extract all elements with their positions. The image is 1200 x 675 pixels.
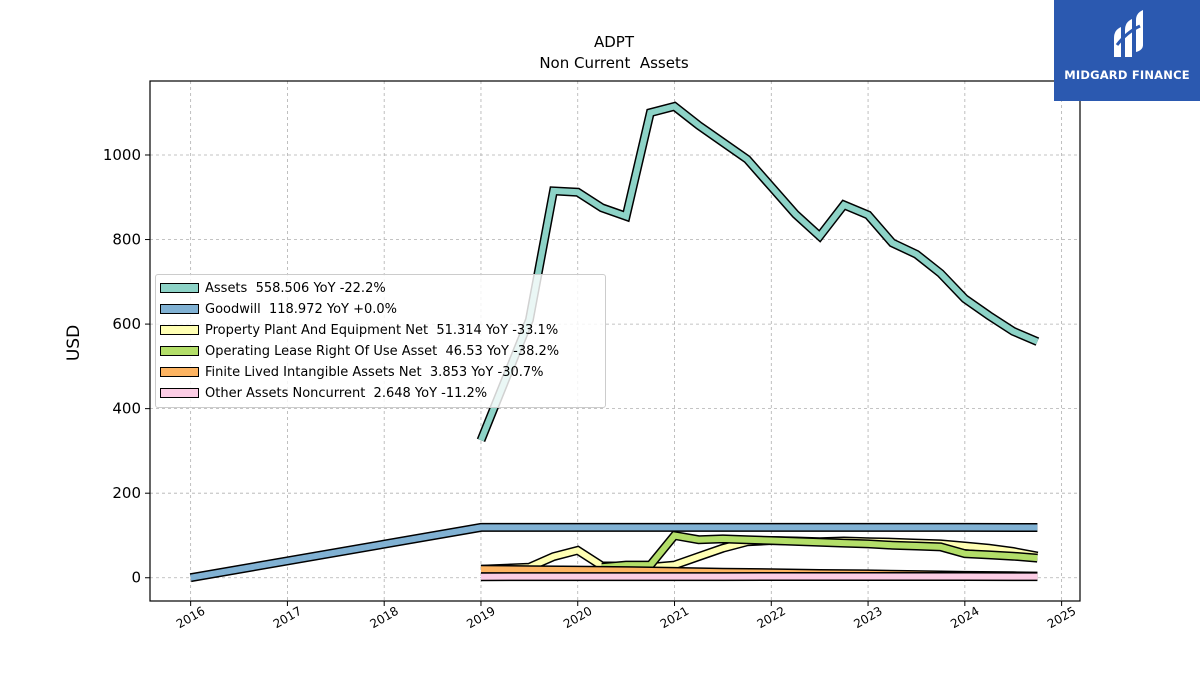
x-tick-label: 2019 (464, 604, 497, 631)
series-layer (189, 101, 1040, 583)
logo-text: MIDGARD FINANCE (1064, 68, 1190, 82)
x-tick-label: 2018 (367, 604, 400, 631)
legend-item-operating-lease: Operating Lease Right Of Use Asset 46.53… (160, 341, 559, 361)
y-tick-label: 600 (112, 315, 141, 333)
legend-item-other-assets: Other Assets Noncurrent 2.648 YoY -11.2% (160, 383, 487, 403)
series-line (601, 532, 1038, 571)
logo-mark-icon (1114, 10, 1143, 57)
y-tick-label: 400 (112, 400, 141, 418)
plot-frame (149, 80, 1081, 602)
x-tick-label: 2022 (755, 604, 788, 631)
grid-lines (150, 81, 1080, 601)
midgard-finance-logo: MIDGARD FINANCE (1054, 0, 1200, 101)
legend-item-finite-intangibles: Finite Lived Intangible Assets Net 3.853… (160, 362, 544, 382)
legend-swatch (160, 283, 199, 293)
legend-item-ppe: Property Plant And Equipment Net 51.314 … (160, 320, 558, 340)
legend-label: Operating Lease Right Of Use Asset 46.53… (205, 343, 560, 359)
y-axis-label: USD (64, 325, 84, 361)
x-tick-label: 2024 (948, 604, 981, 631)
chart-subtitle: Non Current Assets (539, 54, 689, 72)
x-tick-label: 2017 (271, 604, 304, 631)
legend-item-goodwill: Goodwill 118.972 YoY +0.0% (160, 299, 397, 319)
legend-swatch (160, 367, 199, 377)
chart-legend: Assets 558.506 YoY -22.2% Goodwill 118.9… (155, 274, 606, 408)
legend-label: Other Assets Noncurrent 2.648 YoY -11.2% (205, 385, 488, 401)
y-tick-label: 0 (131, 569, 141, 587)
legend-swatch (160, 388, 199, 398)
x-tick-label: 2025 (1045, 604, 1078, 631)
x-tick-label: 2020 (561, 604, 594, 631)
legend-swatch (160, 325, 199, 335)
legend-label: Finite Lived Intangible Assets Net 3.853… (205, 364, 544, 380)
legend-label: Property Plant And Equipment Net 51.314 … (205, 322, 559, 338)
legend-item-assets: Assets 558.506 YoY -22.2% (160, 278, 386, 298)
series-operating-lease-right-of-use-asset (601, 530, 1038, 572)
legend-swatch (160, 346, 199, 356)
series-assets (476, 101, 1040, 442)
y-tick-label: 1000 (103, 146, 141, 164)
series-goodwill (189, 522, 1038, 583)
x-tick-label: 2023 (851, 604, 884, 631)
legend-label: Assets 558.506 YoY -22.2% (205, 280, 386, 296)
y-tick-label: 800 (112, 231, 141, 249)
x-tick-label: 2021 (658, 604, 691, 631)
series-line (478, 103, 1039, 442)
chart-title: ADPT (594, 33, 635, 51)
legend-label: Goodwill 118.972 YoY +0.0% (205, 301, 398, 317)
series-line (190, 524, 1038, 581)
x-tick-label: 2016 (174, 604, 207, 631)
y-tick-label: 200 (112, 484, 141, 502)
legend-swatch (160, 304, 199, 314)
